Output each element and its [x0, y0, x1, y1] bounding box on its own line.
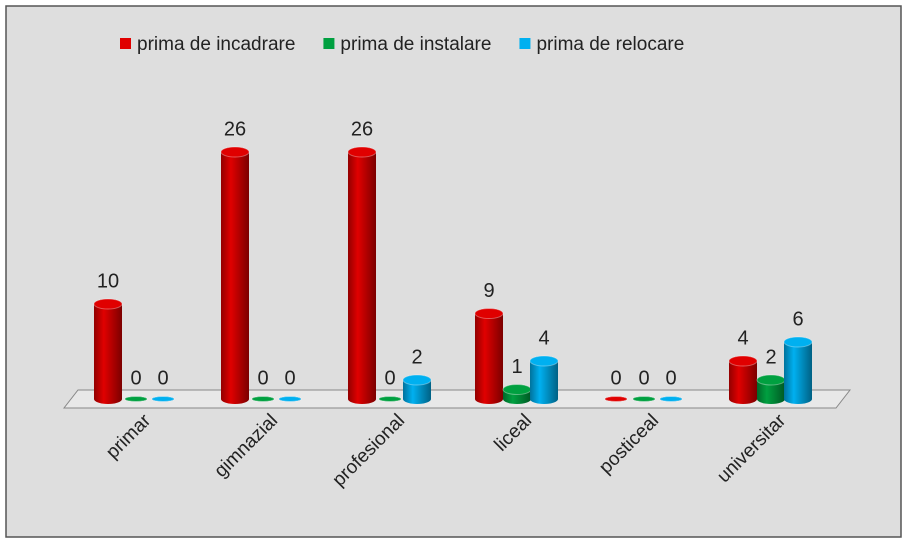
bar-shade	[94, 299, 122, 404]
bar-shade	[475, 308, 503, 404]
data-label: 10	[97, 270, 119, 292]
data-label: 0	[384, 367, 395, 389]
bar-cap	[756, 374, 786, 386]
bar-cap	[347, 146, 377, 158]
legend-label: prima de incadrare	[137, 34, 295, 55]
bar-cap	[474, 308, 504, 319]
legend-swatch	[120, 38, 131, 49]
legend-label: prima de instalare	[340, 34, 491, 55]
bar-cap	[728, 355, 758, 367]
bar-cap	[278, 396, 302, 402]
bar-cap	[378, 396, 402, 402]
data-label: 0	[610, 367, 621, 389]
bar-shade	[784, 337, 812, 404]
data-label: 4	[538, 327, 549, 349]
bar-cap	[402, 374, 432, 386]
bar-shade	[530, 356, 558, 404]
bar-shade	[221, 147, 249, 404]
bar-cap	[151, 396, 175, 402]
bar-shade	[348, 147, 376, 404]
legend-swatch	[323, 38, 335, 49]
data-label: 1	[511, 356, 522, 378]
bar-cap	[124, 396, 148, 402]
data-label: 0	[130, 367, 141, 389]
bar-cap	[659, 396, 683, 402]
data-label: 0	[257, 367, 268, 389]
data-label: 9	[483, 280, 494, 302]
bar-cap	[502, 384, 532, 395]
data-label: 26	[351, 118, 373, 140]
data-label: 2	[765, 346, 776, 368]
data-label: 2	[411, 346, 422, 368]
bar-cap	[783, 336, 813, 348]
floor	[62, 389, 852, 409]
data-label: 0	[665, 367, 676, 389]
bar-cap	[529, 355, 559, 367]
data-label: 4	[737, 327, 748, 349]
data-label: 6	[792, 308, 803, 330]
bar-cap	[604, 396, 628, 402]
bar-shade	[729, 356, 757, 404]
bar-cap	[632, 396, 656, 402]
bar-cap	[220, 146, 250, 158]
data-label: 0	[284, 367, 295, 389]
data-label: 26	[224, 118, 246, 140]
chart-area	[5, 5, 902, 538]
data-label: 0	[157, 367, 168, 389]
bar-cap	[251, 396, 275, 402]
legend-label: prima de relocare	[536, 34, 684, 55]
bar-cap	[93, 298, 123, 310]
data-label: 0	[638, 367, 649, 389]
legend-swatch	[519, 38, 531, 49]
